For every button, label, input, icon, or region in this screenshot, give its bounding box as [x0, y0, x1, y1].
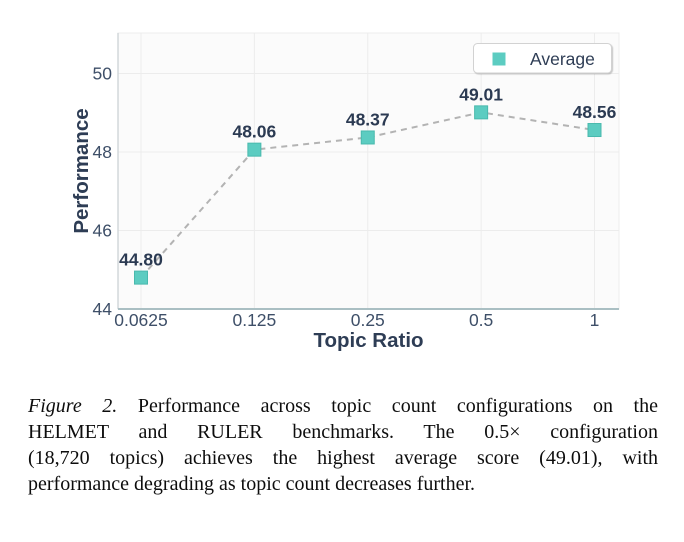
caption-line-1-text: Performance across topic count configura… [117, 395, 658, 417]
caption-line-4: performance degrading as topic count dec… [28, 473, 476, 495]
legend-box [473, 43, 612, 74]
figure-label: Figure 2. [28, 395, 118, 417]
series-line [140, 111, 595, 279]
x-tick-label: 1 [590, 310, 600, 330]
data-point-marker [587, 123, 602, 138]
caption-line-3: (18,720 topics) achieves the highest ave… [28, 447, 658, 469]
data-point-marker [360, 130, 375, 145]
data-point-label: 48.56 [573, 102, 617, 122]
data-point-marker [134, 270, 148, 285]
data-point-label: 48.37 [346, 109, 390, 129]
x-tick-label: 0.5 [469, 310, 493, 330]
y-axis-title: Performance [70, 108, 93, 233]
x-tick-label: 0.125 [232, 310, 276, 330]
caption-line-1: Figure 2. Performance across topic count… [28, 393, 658, 419]
data-point-label: 48.06 [232, 122, 276, 142]
caption-line-2: HELMET and RULER benchmarks. The 0.5× co… [28, 421, 658, 443]
performance-line-chart: 44 46 48 50 0.0625 0.125 0.25 0.5 1 Performance To… [70, 32, 620, 352]
x-axis-title: Topic Ratio [313, 329, 423, 352]
figure-caption: Figure 2. Performance across topic count… [28, 393, 658, 497]
data-point-marker [247, 142, 262, 157]
data-point-label: 44.80 [119, 250, 163, 270]
y-tick-label: 46 [93, 221, 112, 241]
data-point-label: 49.01 [459, 84, 503, 104]
legend-marker-average [492, 52, 506, 66]
data-point-marker [474, 105, 489, 120]
y-tick-label: 44 [93, 299, 113, 319]
plot-area [117, 32, 620, 310]
y-tick-label: 50 [93, 64, 113, 84]
y-tick-label: 48 [93, 142, 112, 162]
x-tick-label: 0.0625 [114, 310, 168, 330]
x-tick-label: 0.25 [351, 310, 385, 330]
legend-label-average: Average [530, 49, 595, 69]
